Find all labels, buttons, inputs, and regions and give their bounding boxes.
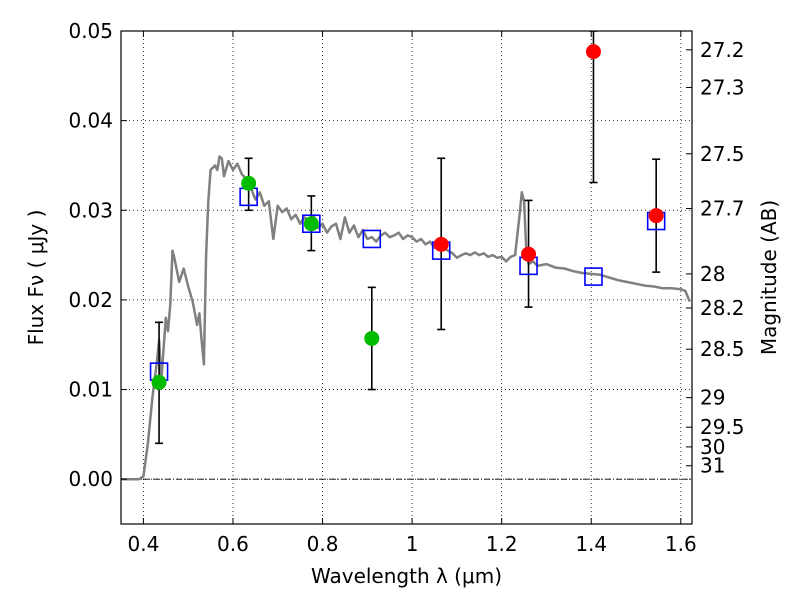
magnitude-tick-label: 28.5: [700, 337, 745, 361]
y-tick-label: 0.03: [68, 198, 113, 222]
axis-ticks: 0.4 0.6 0.8 1 1.2 1.4 1.6 0.00 0.01 0.02 0.03 0.04 0…: [68, 19, 744, 556]
green-flux-point: [303, 216, 319, 232]
y-tick-label: 0.02: [68, 288, 113, 312]
y-tick-label: 0.00: [68, 467, 113, 491]
magnitude-tick-label: 28: [700, 262, 725, 286]
x-tick-label: 1.6: [665, 532, 697, 556]
magnitude-axis-label: Magnitude (AB): [757, 200, 781, 355]
green-flux-point: [241, 175, 257, 191]
magnitude-tick-label: 30: [700, 435, 725, 459]
plot-area: [121, 31, 691, 481]
model-flux-square: [584, 267, 603, 286]
magnitude-tick-label: 29: [700, 386, 725, 410]
x-tick-label: 0.6: [217, 532, 249, 556]
magnitude-tick-label: 29.5: [700, 415, 745, 439]
red-flux-point: [648, 208, 664, 224]
y-tick-label: 0.05: [68, 19, 113, 43]
plot-frame: [120, 30, 693, 525]
model-flux-square: [302, 214, 321, 234]
x-tick-label: 1.2: [486, 532, 518, 556]
sed-template-line: [121, 155, 691, 481]
red-flux-point: [585, 44, 601, 60]
model-flux-square: [362, 229, 382, 249]
magnitude-tick-label: 27.2: [700, 38, 745, 62]
magnitude-tick-label: 28.2: [700, 296, 745, 320]
magnitude-tick-label: 27.3: [700, 75, 745, 99]
x-tick-label: 1.4: [575, 532, 607, 556]
red-flux-point: [433, 236, 449, 252]
y-tick-label: 0.01: [68, 378, 113, 402]
red-flux-point: [521, 246, 537, 262]
y-axis-label: Flux Fν ( μJy ): [24, 210, 48, 346]
x-tick-label: 0.4: [127, 532, 159, 556]
y-tick-label: 0.04: [68, 109, 113, 133]
magnitude-tick-label: 27.7: [700, 196, 745, 220]
magnitude-tick-label: 27.5: [700, 142, 745, 166]
x-tick-label: 1: [406, 532, 419, 556]
x-tick-label: 0.8: [307, 532, 339, 556]
magnitude-tick-label: 31: [700, 454, 725, 478]
green-flux-point: [364, 330, 380, 346]
green-flux-point: [151, 374, 167, 390]
x-axis-label: Wavelength λ (μm): [311, 564, 502, 588]
